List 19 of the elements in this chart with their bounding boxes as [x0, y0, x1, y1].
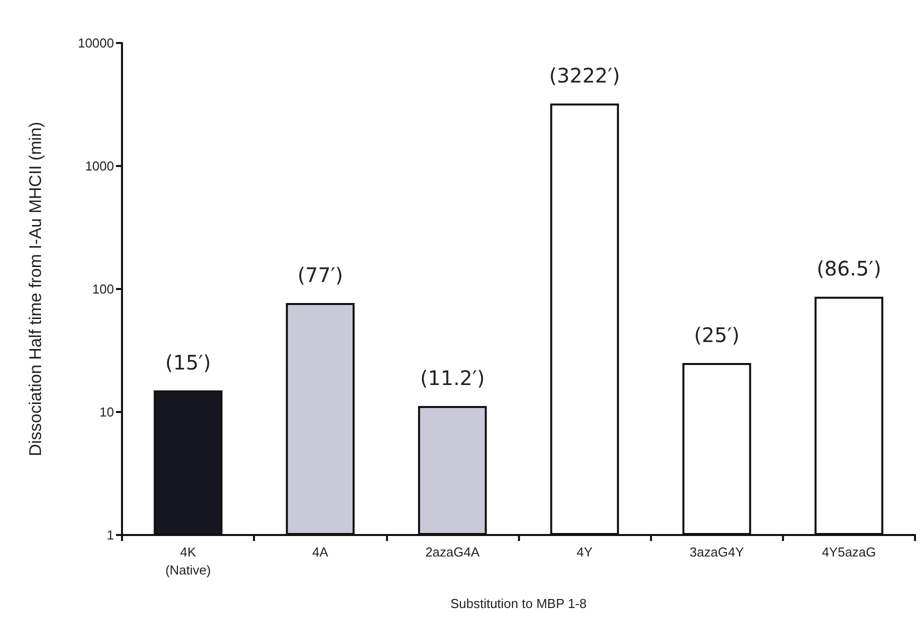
- data-label: (86.5′): [816, 256, 882, 281]
- y-tick-label: 1: [106, 528, 114, 542]
- x-tick-label: 4Y: [576, 544, 593, 560]
- y-tick-label: 1000: [85, 158, 114, 174]
- data-label: (3222′): [549, 64, 620, 88]
- y-axis-title: Dissociation Half time from I-Au MHCII (min): [26, 122, 45, 456]
- data-label: (11.2′): [420, 366, 485, 390]
- y-tick-label: 10: [100, 404, 114, 420]
- data-label: (77′): [297, 262, 344, 287]
- y-tick-label: 10000: [78, 36, 114, 50]
- x-tick-label: 3azaG4Y: [690, 544, 744, 560]
- x-tick-label: 4A: [312, 544, 329, 560]
- x-axis-title: Substitution to MBP 1-8: [450, 596, 587, 611]
- y-tick-label: 100: [92, 282, 114, 296]
- x-tick-label: 4Y5azaG: [822, 544, 876, 560]
- data-label: (25′): [694, 323, 740, 348]
- data-label: (15′): [165, 350, 211, 374]
- x-tick-label: 2azaG4A: [425, 544, 480, 560]
- x-tick-label: 4K (Native): [165, 544, 211, 578]
